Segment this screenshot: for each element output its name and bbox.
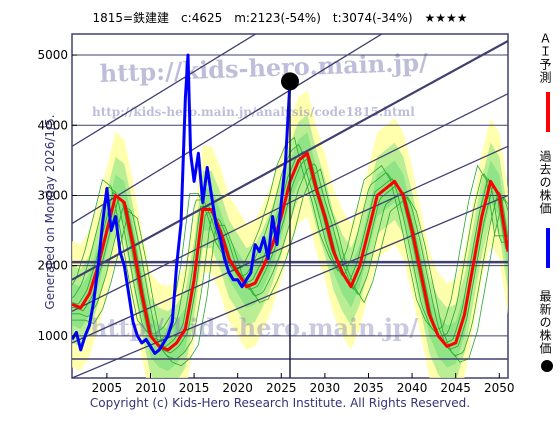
chart-header: 1815=鉄建建 c:4625 m:2123(-54%) t:3074(-34%) ★★… — [0, 9, 560, 26]
legend-past-swatch — [546, 228, 550, 268]
past-price-line — [72, 53, 292, 355]
target-price: t:3074(-34%) — [332, 11, 413, 25]
y-tick-label-1000: 1000 — [37, 329, 68, 343]
legend-ai-swatch — [546, 92, 550, 132]
current-price: c:4625 — [181, 11, 223, 25]
y-tick-label-4000: 4000 — [37, 118, 68, 132]
rating-stars: ★★★★ — [424, 11, 468, 25]
y-tick-label-2000: 2000 — [37, 259, 68, 273]
legend-past-label: 過去の株価 — [538, 150, 552, 215]
x-tick-label-2020: 2020 — [222, 381, 253, 395]
x-tick-label-2035: 2035 — [353, 381, 384, 395]
legend-latest-label: 最新の株価 — [538, 290, 552, 355]
trend-line-6 — [72, 34, 257, 147]
forecast-band-3 — [72, 132, 508, 371]
copyright: Copyright (c) Kids-Hero Research Institu… — [89, 396, 471, 410]
x-tick-label-2050: 2050 — [484, 381, 515, 395]
x-tick-label-2025: 2025 — [266, 381, 297, 395]
legend-ai-label: ＡＩ予測 — [538, 32, 552, 84]
y-tick-label-5000: 5000 — [37, 48, 68, 62]
x-tick-label-2005: 2005 — [92, 381, 123, 395]
stock-code: 1815=鉄建建 — [92, 11, 170, 25]
x-tick-label-2040: 2040 — [397, 381, 428, 395]
x-tick-label-2045: 2045 — [440, 381, 471, 395]
x-tick-label-2015: 2015 — [179, 381, 210, 395]
generated-date: Generated on Monday 2026/1/5. — [43, 114, 57, 310]
mean-price: m:2123(-54%) — [234, 11, 321, 25]
x-tick-label-2010: 2010 — [135, 381, 166, 395]
legend-latest-dot — [541, 360, 553, 372]
watermark-url-bottom: http://kids-hero.main.jp/ — [90, 313, 418, 342]
latest-price-marker — [281, 72, 299, 91]
x-tick-label-2030: 2030 — [310, 381, 341, 395]
y-tick-label-3000: 3000 — [37, 188, 68, 202]
